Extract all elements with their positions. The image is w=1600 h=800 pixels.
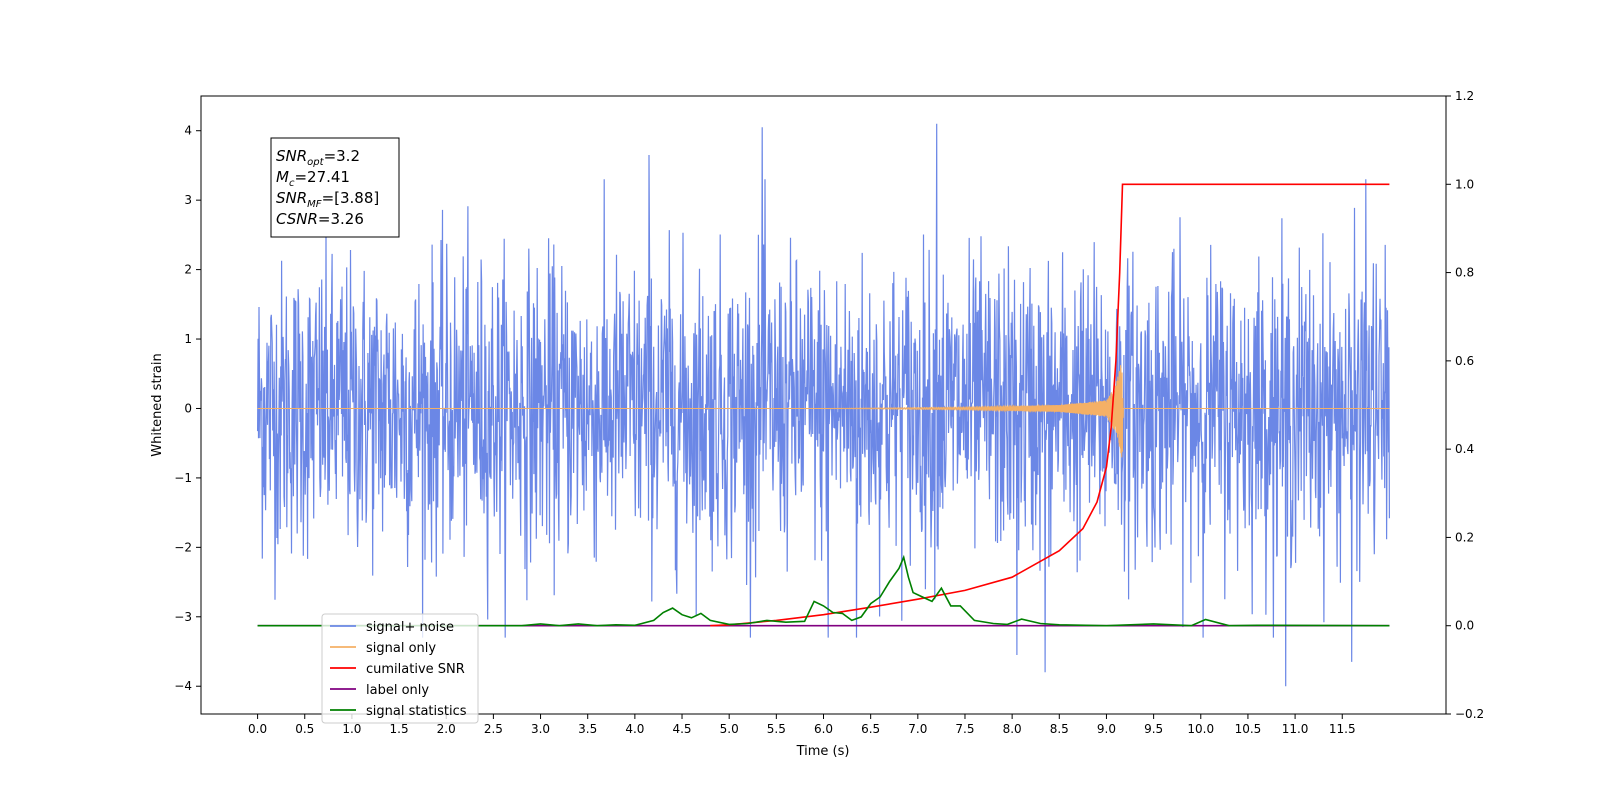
y2-tick-label: 1.2 [1455,89,1474,103]
legend: signal+ noise signal only cumilative SNR la… [321,613,479,724]
x-tick-label: 0.0 [248,722,267,736]
x-tick-label: 9.0 [1097,722,1116,736]
y-tick-label: −3 [174,610,192,624]
x-tick-label: 0.5 [295,722,314,736]
x-tick-label: 11.5 [1329,722,1356,736]
stats-line: Mc=27.41 [276,168,350,189]
series-signal-only-line [257,365,1390,458]
x-tick-label: 3.0 [531,722,550,736]
x-tick-label: 1.0 [342,722,361,736]
y2-tick-label: −0.2 [1455,707,1484,721]
x-tick-label: 2.5 [484,722,503,736]
y2-tick-label: 1.0 [1455,177,1474,191]
y2-tick-label: 0.0 [1455,619,1474,633]
y-tick-label: 2 [184,263,192,277]
y-tick-label: −2 [174,540,192,554]
x-tick-label: 11.0 [1282,722,1309,736]
x-tick-label: 8.0 [1003,722,1022,736]
y-tick-label: 0 [184,401,192,415]
x-axis-label: Time (s) [796,744,850,759]
legend-frame [321,613,479,724]
y-tick-label: −1 [174,471,192,485]
y2-tick-label: 0.4 [1455,442,1474,456]
legend-label: signal statistics [366,704,467,719]
x-tick-label: 2.0 [437,722,456,736]
x-tick-label: 7.5 [955,722,974,736]
x-tick-label: 10.5 [1235,722,1262,736]
y-tick-label: 1 [184,332,192,346]
y-tick-label: 3 [184,193,192,207]
y-tick-label: 4 [184,124,192,138]
y2-tick-label: 0.2 [1455,530,1474,544]
series-signal-statistics-line [257,554,1390,627]
x-tick-label: 4.5 [672,722,691,736]
series-cumulative-snr-line [710,183,1390,627]
y2-tick-label: 0.8 [1455,266,1474,280]
y-axis-left: −4 −3 −2 −1 0 1 2 3 4 [174,124,201,693]
x-tick-label: 3.5 [578,722,597,736]
y-axis-right: −0.2 0.0 0.2 0.4 0.6 0.8 1.0 1.2 [1446,89,1484,721]
legend-label: signal+ noise [366,620,454,635]
legend-label: label only [366,683,429,698]
legend-label: signal only [366,641,436,656]
x-tick-label: 7.0 [908,722,927,736]
stats-box-frame [270,137,400,238]
x-tick-label: 10.0 [1187,722,1214,736]
x-tick-label: 1.5 [390,722,409,736]
y2-tick-label: 0.6 [1455,354,1474,368]
x-axis: 0.0 0.5 1.0 1.5 2.0 2.5 3.0 3.5 4.0 4.5 5.0 5.5 6.0 6… [248,714,1356,736]
stats-line: SNRMF=[3.88] [276,189,379,210]
x-tick-label: 8.5 [1050,722,1069,736]
stats-line: CSNR=3.26 [276,210,364,228]
x-tick-label: 6.5 [861,722,880,736]
x-tick-label: 6.0 [814,722,833,736]
y-axis-label: Whitened strain [150,353,165,456]
legend-label: cumilative SNR [366,662,465,677]
x-tick-label: 5.0 [720,722,739,736]
x-tick-label: 4.0 [625,722,644,736]
x-tick-label: 9.5 [1144,722,1163,736]
stats-line: SNRopt=3.2 [276,147,360,168]
series-signal-noise-line [257,123,1390,687]
y-tick-label: −4 [174,679,192,693]
x-tick-label: 5.5 [767,722,786,736]
